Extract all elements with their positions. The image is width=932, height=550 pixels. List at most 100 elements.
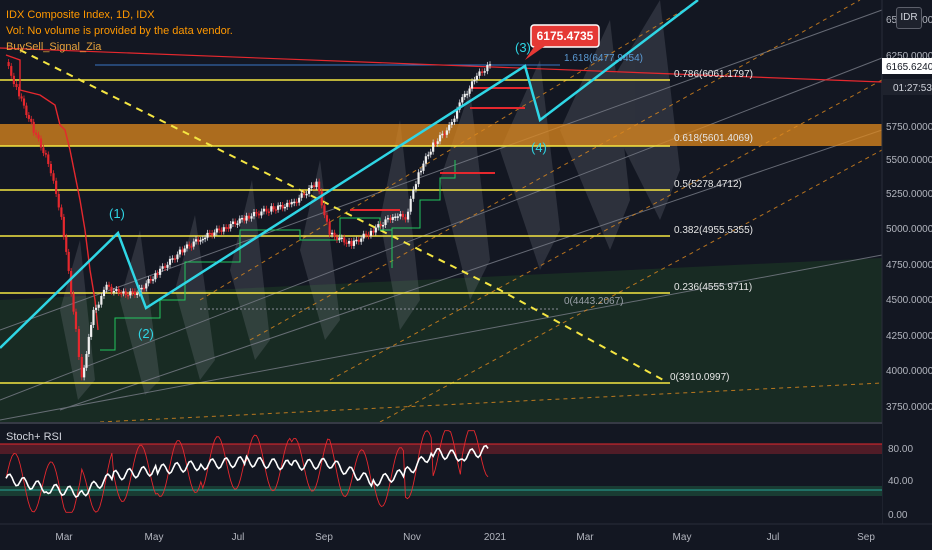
candle (315, 181, 318, 188)
candle (90, 324, 93, 337)
candle (288, 202, 291, 205)
channel-lines (0, 9, 883, 421)
candle (252, 212, 256, 217)
candle (367, 234, 370, 237)
candle (424, 156, 427, 164)
candle (197, 239, 200, 242)
candle (310, 185, 313, 189)
candle (386, 217, 390, 220)
candle (35, 132, 38, 135)
candle (448, 124, 451, 131)
candle (158, 268, 162, 275)
candle (67, 251, 70, 271)
candle (481, 71, 484, 73)
wave-label-2: (2) (138, 326, 154, 341)
candle (49, 163, 53, 174)
candle (369, 230, 373, 236)
candle (55, 180, 58, 194)
candle (394, 216, 397, 219)
volume-note: Vol: No volume is provided by the data v… (6, 25, 233, 37)
fib-label-05: 0.5(5278.4712) (674, 179, 742, 190)
rsi-lines (5, 430, 489, 513)
candle (404, 217, 407, 220)
candle (281, 205, 284, 209)
candle (65, 236, 68, 252)
symbol-title[interactable]: IDX Composite Index, 1D, IDX (6, 9, 155, 21)
candle (238, 218, 241, 224)
candle (234, 221, 237, 225)
candle (27, 115, 30, 119)
last-price-badge (882, 58, 932, 74)
candle (156, 273, 159, 275)
fib-label-0618: 0.618(5601.4069) (674, 133, 753, 144)
wave-label-1: (1) (109, 206, 125, 221)
candle (142, 287, 146, 290)
candle (243, 217, 246, 221)
cyan-wave-line (0, 0, 699, 349)
candle (298, 197, 301, 203)
candle (12, 75, 15, 85)
candle (357, 239, 360, 242)
indicator-name[interactable]: BuySell_Signal_Zia (6, 41, 102, 53)
candle (163, 266, 167, 268)
candle (328, 221, 331, 235)
candle (100, 296, 103, 305)
candle (293, 201, 296, 204)
candle (62, 216, 65, 237)
wave-label-4: (4) (531, 140, 547, 155)
price-tick: 5500.0000 (886, 155, 932, 166)
candle (364, 233, 368, 236)
candle (453, 118, 456, 123)
candle (229, 223, 232, 229)
candle (434, 142, 437, 144)
candle (401, 213, 404, 218)
price-tick: 5250.0000 (886, 189, 932, 200)
candle (154, 273, 157, 280)
indicator-tick: 40.00 (888, 476, 913, 487)
candle (470, 81, 474, 89)
candle (83, 367, 86, 378)
candle (80, 356, 83, 378)
candle (70, 270, 73, 294)
candle (120, 292, 123, 295)
candle (124, 291, 127, 295)
indicator-panel-label[interactable]: Stoch+ RSI (6, 431, 62, 443)
candle (136, 293, 139, 295)
candle (44, 153, 47, 155)
candle (412, 189, 415, 199)
candle (20, 96, 23, 99)
candle (102, 289, 106, 297)
candle (122, 291, 125, 294)
candle (77, 329, 80, 357)
overbought-band (0, 444, 882, 454)
candle (350, 240, 353, 246)
time-tick: May (145, 532, 164, 543)
candle (250, 216, 253, 219)
candle (300, 193, 303, 198)
candle (52, 173, 55, 181)
candle (149, 278, 152, 281)
candle (305, 193, 308, 196)
candle (414, 184, 418, 190)
candle (236, 223, 239, 225)
candle (262, 208, 265, 212)
candle (427, 154, 430, 157)
candle (15, 84, 18, 87)
candle (7, 62, 10, 67)
candle (97, 304, 100, 308)
candle (222, 227, 225, 232)
candle (178, 249, 182, 255)
red-step-line (5, 54, 99, 331)
candle (352, 240, 356, 246)
candle (355, 239, 358, 242)
candle (345, 242, 348, 244)
oversold-band (0, 486, 882, 496)
candle (277, 205, 280, 210)
candle (436, 141, 439, 144)
candle (231, 221, 235, 224)
price-tick: 4000.0000 (886, 366, 932, 377)
candle (39, 138, 43, 148)
currency-badge[interactable]: IDR (896, 7, 922, 29)
candle (372, 230, 375, 233)
